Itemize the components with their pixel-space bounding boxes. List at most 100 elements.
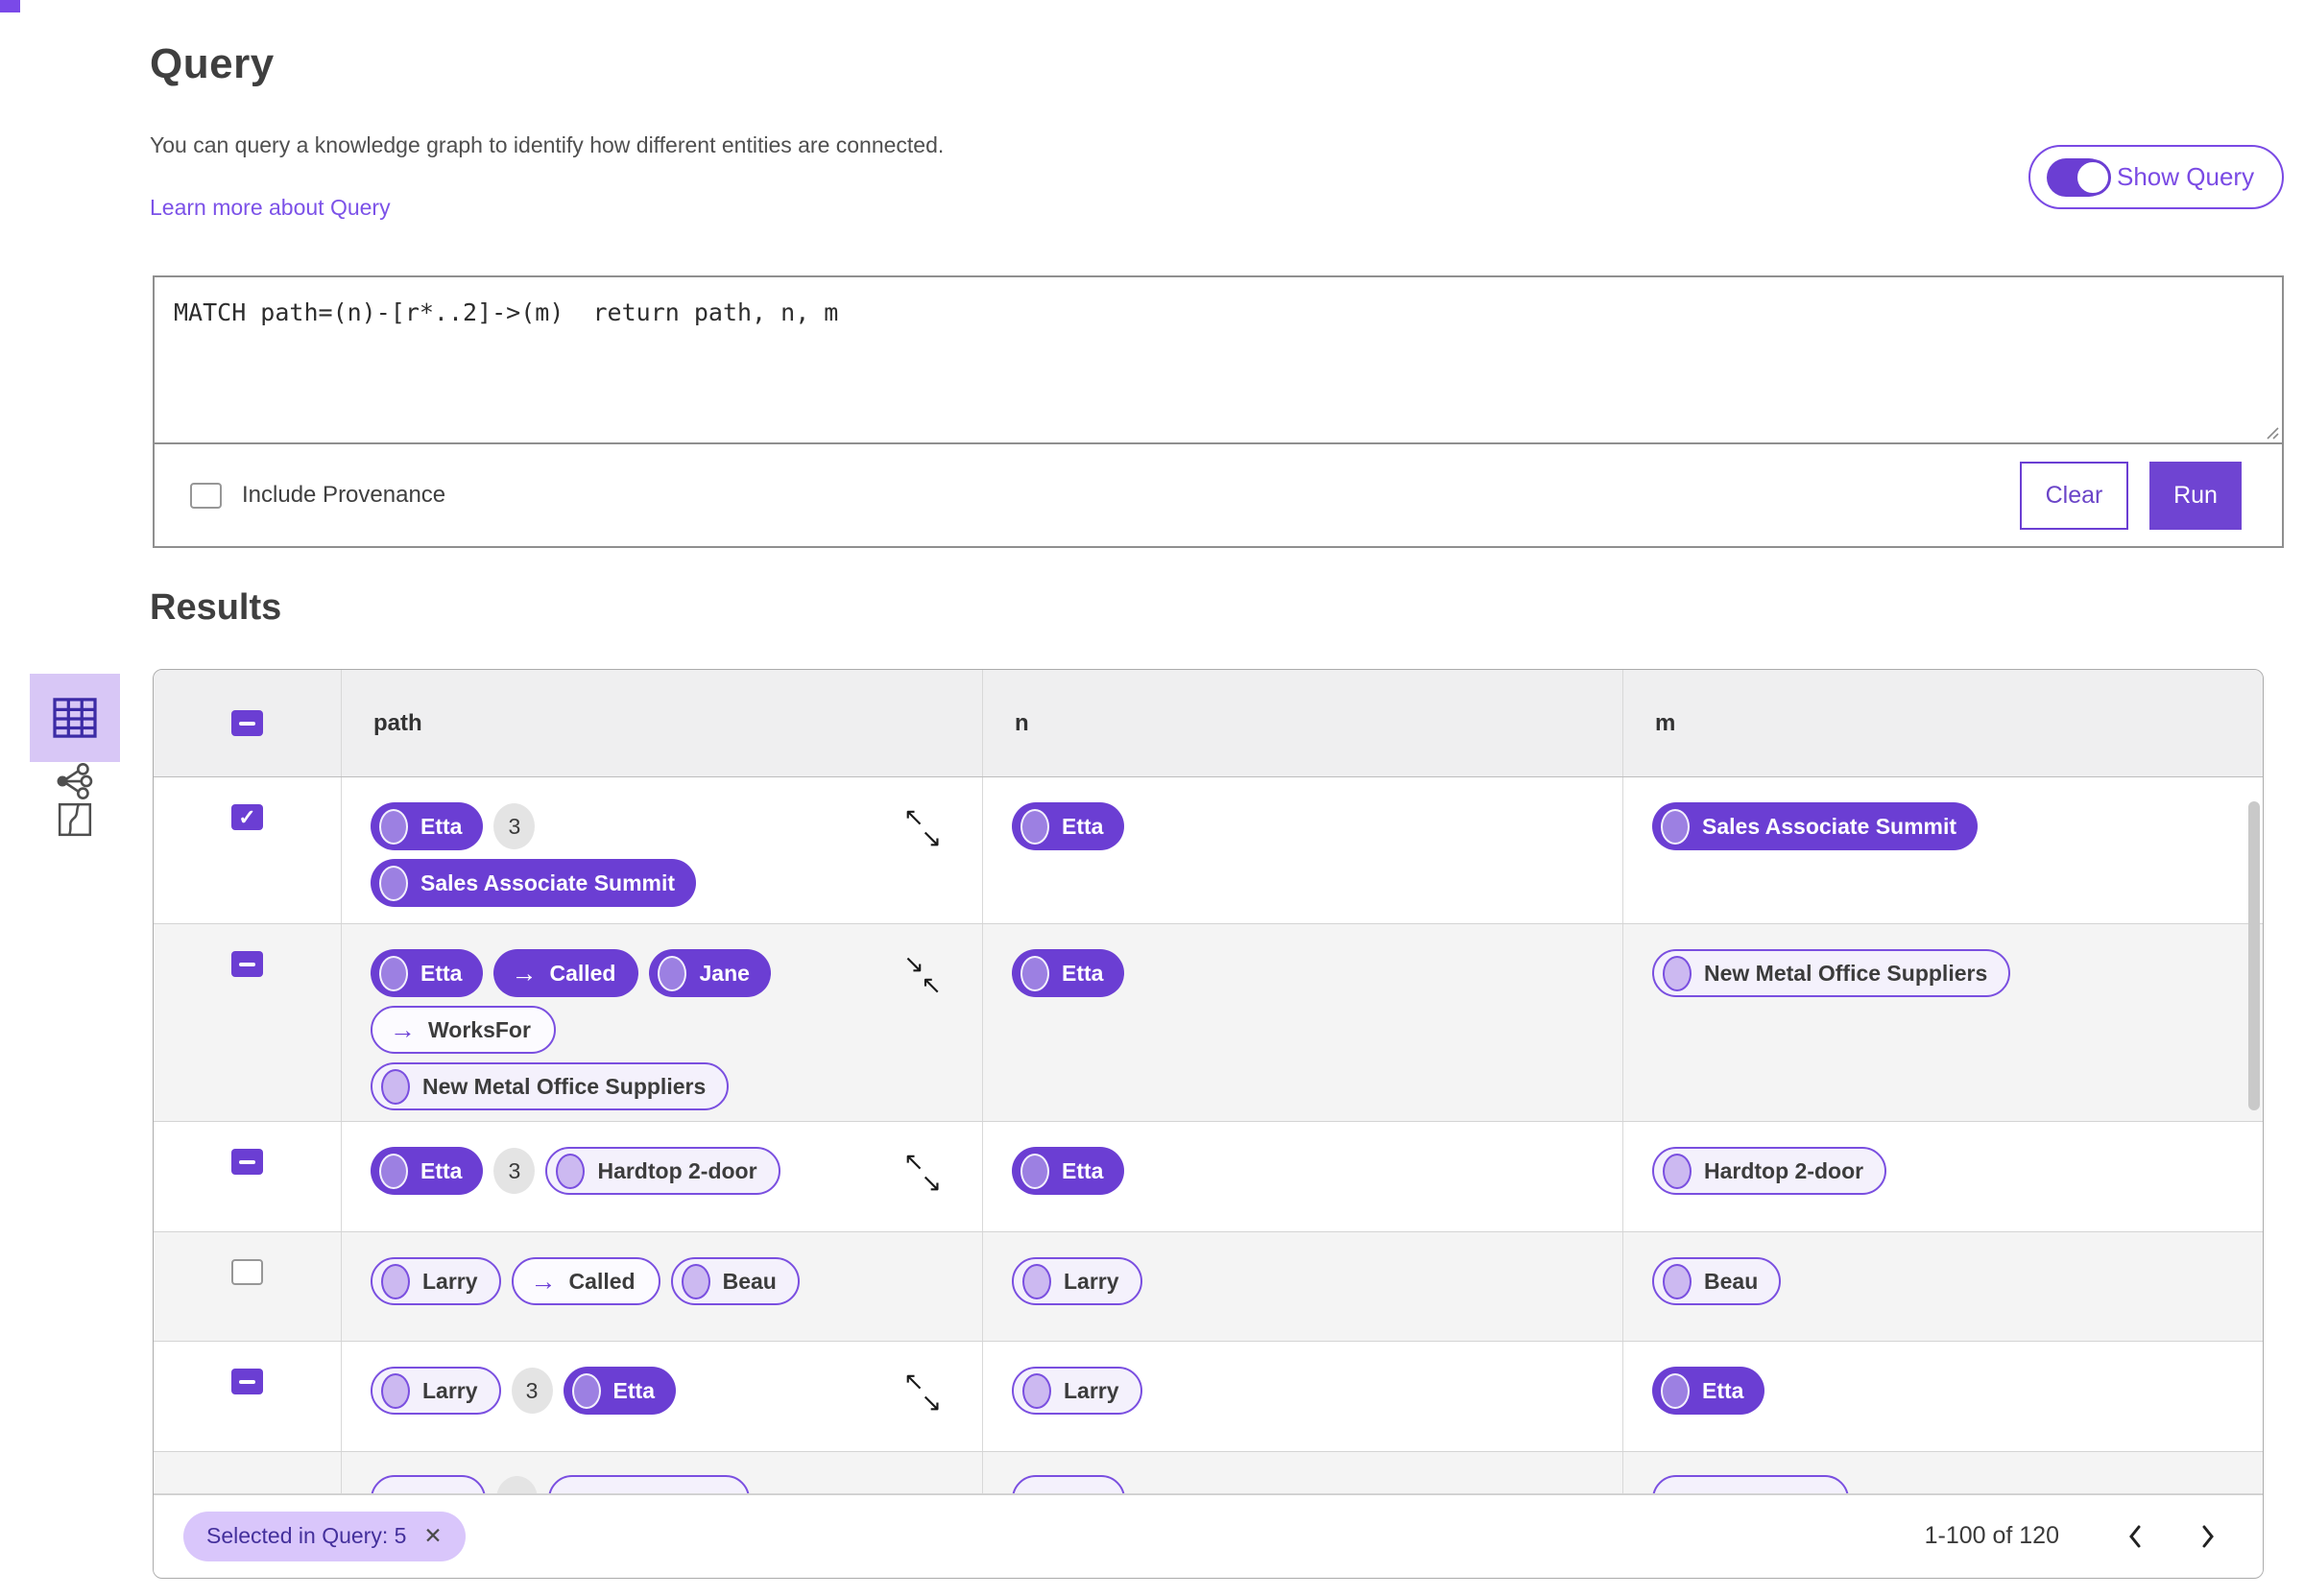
entity-pill[interactable]: Etta (1652, 1367, 1765, 1415)
entity-pill[interactable]: Sales Associate Summit (1652, 802, 1979, 850)
node-circle-icon (1020, 955, 1049, 991)
expand-icon[interactable]: ↖ ↘ (903, 802, 942, 852)
pill-label: Hardtop 2-door (597, 1157, 757, 1183)
results-table-footer: Selected in Query: 5 ✕ 1-100 of 120 (154, 1494, 2263, 1577)
entity-pill[interactable]: Larry (371, 1367, 501, 1415)
entity-pill[interactable]: New Metal Office Suppliers (1652, 949, 2011, 997)
n-cell: Larry (983, 1232, 1623, 1341)
entity-pill[interactable]: Beau (1652, 1257, 1782, 1305)
path-cell: Larry 3 Etta ↖ ↘ (342, 1342, 983, 1451)
entity-pill[interactable]: Larry (1012, 1367, 1142, 1415)
arrow-right-icon: → (390, 1014, 416, 1044)
results-heading: Results (150, 587, 282, 628)
query-textarea[interactable]: MATCH path=(n)-[r*..2]->(m) return path,… (155, 277, 2282, 444)
table-row: Larry → Called Beau Larry Beau (154, 1232, 2263, 1342)
show-query-toggle[interactable]: Show Query (2028, 145, 2284, 209)
row-checkbox[interactable] (231, 1259, 263, 1285)
pill-label: Sales Associate Summit (420, 869, 676, 895)
pagination-range-label: 1-100 of 120 (1924, 1522, 2059, 1549)
expand-icon[interactable]: ↖ ↘ (903, 1367, 942, 1417)
table-row: Etta 3 Sales Associate Summit ↖↘ Etta Sales A… (154, 777, 2263, 924)
edge-pill[interactable]: → Called (493, 949, 639, 997)
entity-pill[interactable]: Hardtop 2-door (545, 1147, 780, 1195)
row-checkbox[interactable] (231, 951, 263, 977)
row-checkbox[interactable] (231, 804, 263, 830)
resize-gripper-icon[interactable] (2264, 424, 2279, 440)
entity-pill[interactable]: Etta (1012, 949, 1125, 997)
path-cell: Etta → Called Jane → WorksFor New Metal Office… (342, 924, 983, 1121)
close-icon[interactable]: ✕ (423, 1523, 443, 1548)
run-button[interactable]: Run (2149, 461, 2242, 530)
next-page-button[interactable] (2199, 1523, 2217, 1550)
entity-pill[interactable]: Jane (649, 949, 771, 997)
pill-label: Beau (1704, 1268, 1759, 1294)
pill-label: New Metal Office Suppliers (422, 1073, 707, 1099)
node-circle-icon (1022, 1372, 1051, 1409)
path-cell (342, 1452, 983, 1493)
map-view-icon (58, 802, 92, 837)
pill-label: New Metal Office Suppliers (1704, 960, 1988, 986)
edge-pill[interactable]: → WorksFor (371, 1006, 556, 1054)
screen-corner-artifact (0, 0, 20, 12)
entity-pill[interactable]: Etta (371, 1147, 484, 1195)
results-view-switcher (30, 674, 120, 839)
row-checkbox-cell (154, 1232, 342, 1341)
chip-label: Selected in Query: 5 (206, 1523, 407, 1548)
selected-in-query-chip[interactable]: Selected in Query: 5 ✕ (183, 1511, 466, 1561)
expand-icon[interactable]: ↖ ↘ (903, 1147, 942, 1197)
row-checkbox[interactable] (231, 1369, 263, 1394)
pill-label: WorksFor (428, 1016, 531, 1042)
entity-pill[interactable]: New Metal Office Suppliers (371, 1062, 730, 1110)
query-editor-footer: Include Provenance Clear Run (155, 444, 2282, 546)
pagination: 1-100 of 120 (1925, 1522, 2217, 1550)
m-cell: Sales Associate Summit (1623, 777, 2263, 923)
entity-pill[interactable]: Etta (371, 802, 484, 850)
previous-page-button[interactable] (2126, 1523, 2144, 1550)
node-circle-icon (1661, 1372, 1690, 1409)
pill-label: Larry (1064, 1268, 1119, 1294)
entity-pill[interactable]: Etta (371, 949, 484, 997)
include-provenance-option[interactable]: Include Provenance (190, 482, 445, 509)
pill-label: Etta (1062, 960, 1104, 986)
show-query-label: Show Query (2117, 162, 2255, 191)
node-circle-icon (379, 1153, 408, 1189)
collapse-icon[interactable]: ↘ ↖ (903, 949, 942, 999)
entity-pill[interactable]: Larry (1012, 1257, 1142, 1305)
column-header-m: m (1655, 709, 1676, 736)
entity-pill[interactable]: Sales Associate Summit (371, 859, 697, 907)
pill-label: Hardtop 2-door (1704, 1157, 1864, 1183)
vertical-scrollbar-thumb[interactable] (2248, 801, 2260, 1110)
entity-pill[interactable]: Etta (1012, 1147, 1125, 1195)
entity-pill[interactable]: Larry (371, 1257, 501, 1305)
learn-more-link[interactable]: Learn more about Query (150, 195, 391, 220)
table-view-button[interactable] (30, 674, 120, 762)
row-checkbox-cell (154, 1342, 342, 1451)
entity-pill[interactable]: Beau (670, 1257, 800, 1305)
clear-button[interactable]: Clear (2020, 461, 2128, 530)
n-cell: Etta (983, 777, 1623, 923)
edge-pill[interactable]: → Called (511, 1257, 660, 1305)
entity-pill-partial (371, 1475, 486, 1493)
select-all-checkbox[interactable] (231, 710, 263, 736)
row-checkbox-cell (154, 924, 342, 1121)
m-cell: Beau (1623, 1232, 2263, 1341)
entity-pill[interactable]: Etta (1012, 802, 1125, 850)
count-badge: 3 (511, 1368, 553, 1414)
count-badge: 3 (493, 1148, 536, 1194)
node-circle-icon (1663, 955, 1692, 991)
path-cell: Etta 3 Hardtop 2-door ↖ ↘ (342, 1122, 983, 1231)
page-title: Query (150, 40, 275, 87)
chevron-left-icon (2129, 1525, 2141, 1547)
toggle-switch-icon[interactable] (2047, 157, 2111, 197)
pill-label: Sales Associate Summit (1702, 813, 1957, 839)
entity-pill-partial (1652, 1475, 1849, 1493)
row-checkbox[interactable] (231, 1149, 263, 1175)
pill-label: Larry (422, 1377, 478, 1403)
entity-pill[interactable]: Etta (563, 1367, 676, 1415)
map-view-button[interactable] (30, 800, 120, 839)
entity-pill[interactable]: Hardtop 2-door (1652, 1147, 1887, 1195)
graph-view-button[interactable] (30, 762, 120, 800)
include-provenance-checkbox[interactable] (190, 482, 222, 509)
m-cell: New Metal Office Suppliers (1623, 924, 2263, 1121)
